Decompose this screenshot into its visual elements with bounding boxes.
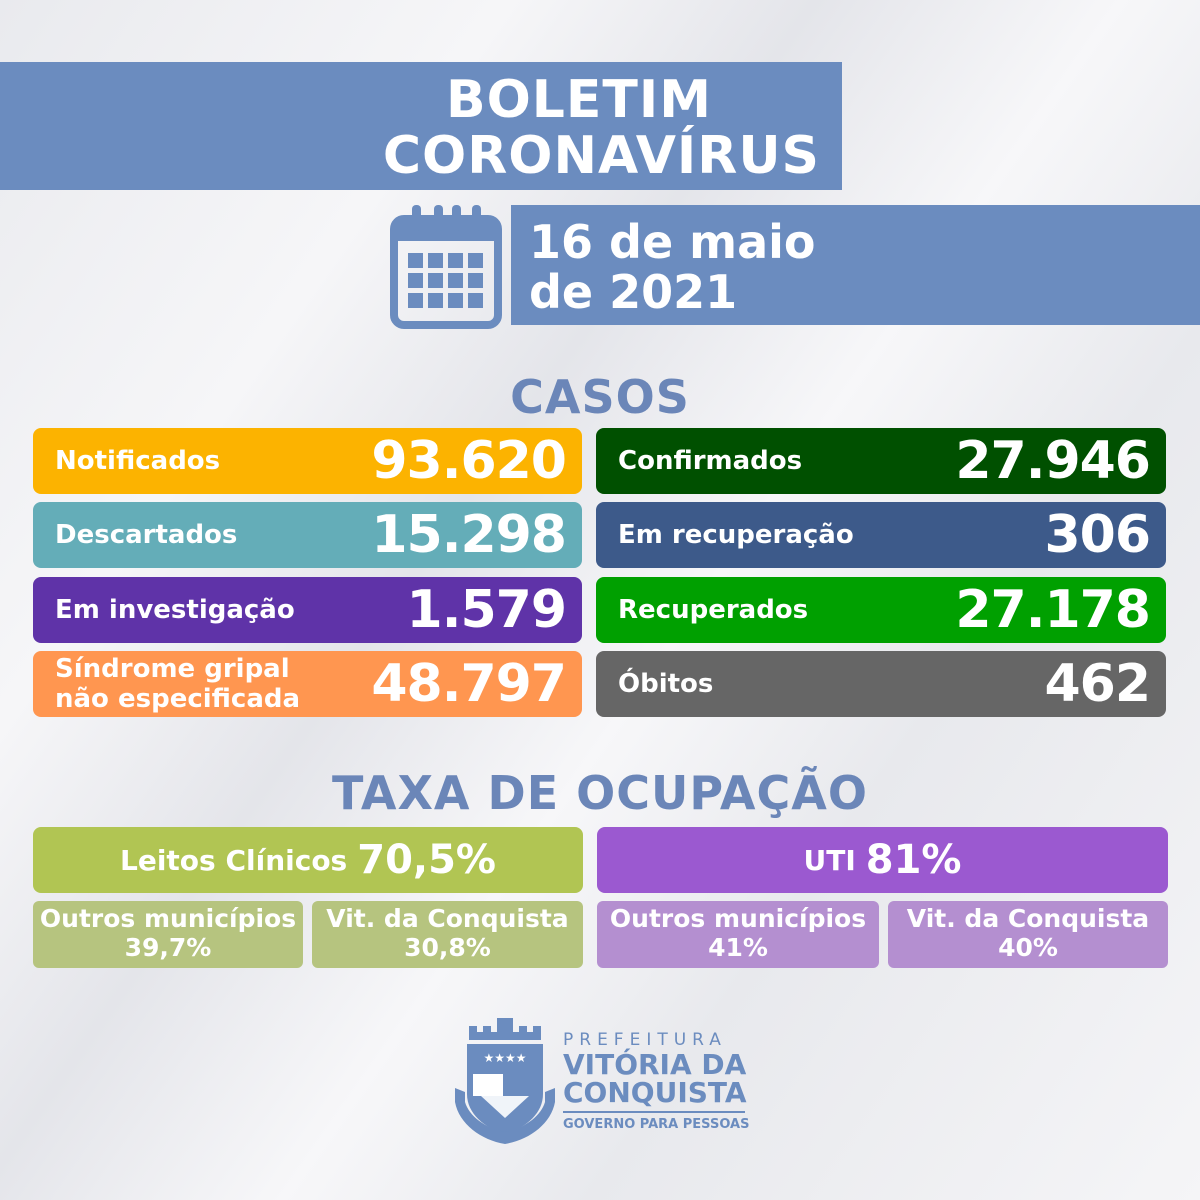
case-label: Óbitos <box>618 669 714 699</box>
sub-label: Outros municípios <box>609 904 867 933</box>
case-card-right: Óbitos 462 <box>596 651 1166 717</box>
case-label: Em investigação <box>55 595 295 625</box>
leitos-label: Leitos Clínicos <box>119 843 348 877</box>
sub-label: Vit. da Conquista <box>326 904 569 933</box>
case-label: Recuperados <box>618 595 809 625</box>
ocupacao-heading: TAXA DE OCUPAÇÃO <box>332 766 868 820</box>
case-card-right: Confirmados 27.946 <box>596 428 1166 494</box>
sub-value: 39,7% <box>124 933 212 962</box>
date-line1: 16 de maio <box>529 215 816 269</box>
case-label: Descartados <box>55 520 238 550</box>
city-seal-logo: ★★★★ <box>455 1018 555 1144</box>
case-label: Confirmados <box>618 446 803 476</box>
uti-sub-card: Outros municípios 41% <box>597 901 879 968</box>
case-card-left: Notificados 93.620 <box>33 428 582 494</box>
case-card-right: Em recuperação 306 <box>596 502 1166 568</box>
title-line2: CORONAVÍRUS <box>382 126 820 186</box>
case-card-left: Em investigação 1.579 <box>33 577 582 643</box>
case-label: Em recuperação <box>618 520 854 550</box>
case-value: 462 <box>1044 654 1151 714</box>
calendar-icon <box>390 205 502 329</box>
title-line1: BOLETIM <box>445 70 712 130</box>
uti-sub-card: Vit. da Conquista 40% <box>888 901 1168 968</box>
case-card-left: Síndrome gripal não especificada 48.797 <box>33 651 582 717</box>
date-line2: de 2021 <box>529 265 738 319</box>
case-value: 27.946 <box>955 431 1151 491</box>
logo-slogan: GOVERNO PARA PESSOAS <box>563 1117 750 1132</box>
case-card-right: Recuperados 27.178 <box>596 577 1166 643</box>
logo-divider <box>563 1111 745 1113</box>
uti-label: UTI <box>803 843 856 877</box>
sub-label: Outros municípios <box>39 904 297 933</box>
leitos-card: Leitos Clínicos 70,5% <box>33 827 583 893</box>
title-banner: BOLETIM CORONAVÍRUS <box>0 62 842 190</box>
case-value: 1.579 <box>406 580 567 640</box>
logo-line1: PREFEITURA <box>563 1030 727 1050</box>
case-value: 27.178 <box>955 580 1151 640</box>
case-value: 15.298 <box>371 505 567 565</box>
sub-value: 40% <box>998 933 1058 962</box>
sub-value: 41% <box>708 933 768 962</box>
svg-text:★★★★: ★★★★ <box>483 1051 526 1065</box>
uti-value: 81% <box>865 837 962 883</box>
leitos-sub-card: Vit. da Conquista 30,8% <box>312 901 583 968</box>
leitos-value: 70,5% <box>357 837 497 883</box>
case-label: Notificados <box>55 446 221 476</box>
case-card-left: Descartados 15.298 <box>33 502 582 568</box>
case-value: 93.620 <box>371 431 567 491</box>
date-banner: 16 de maio de 2021 <box>511 205 1200 325</box>
case-value: 48.797 <box>371 654 567 714</box>
sub-value: 30,8% <box>404 933 491 962</box>
leitos-sub-card: Outros municípios 39,7% <box>33 901 303 968</box>
uti-card: UTI 81% <box>597 827 1168 893</box>
case-label: Síndrome gripal não especificada <box>55 654 301 714</box>
sub-label: Vit. da Conquista <box>906 904 1150 933</box>
logo-line2: VITÓRIA DA <box>563 1048 747 1081</box>
case-value: 306 <box>1044 505 1151 565</box>
casos-heading: CASOS <box>510 370 690 424</box>
logo-line3: CONQUISTA <box>563 1076 747 1109</box>
